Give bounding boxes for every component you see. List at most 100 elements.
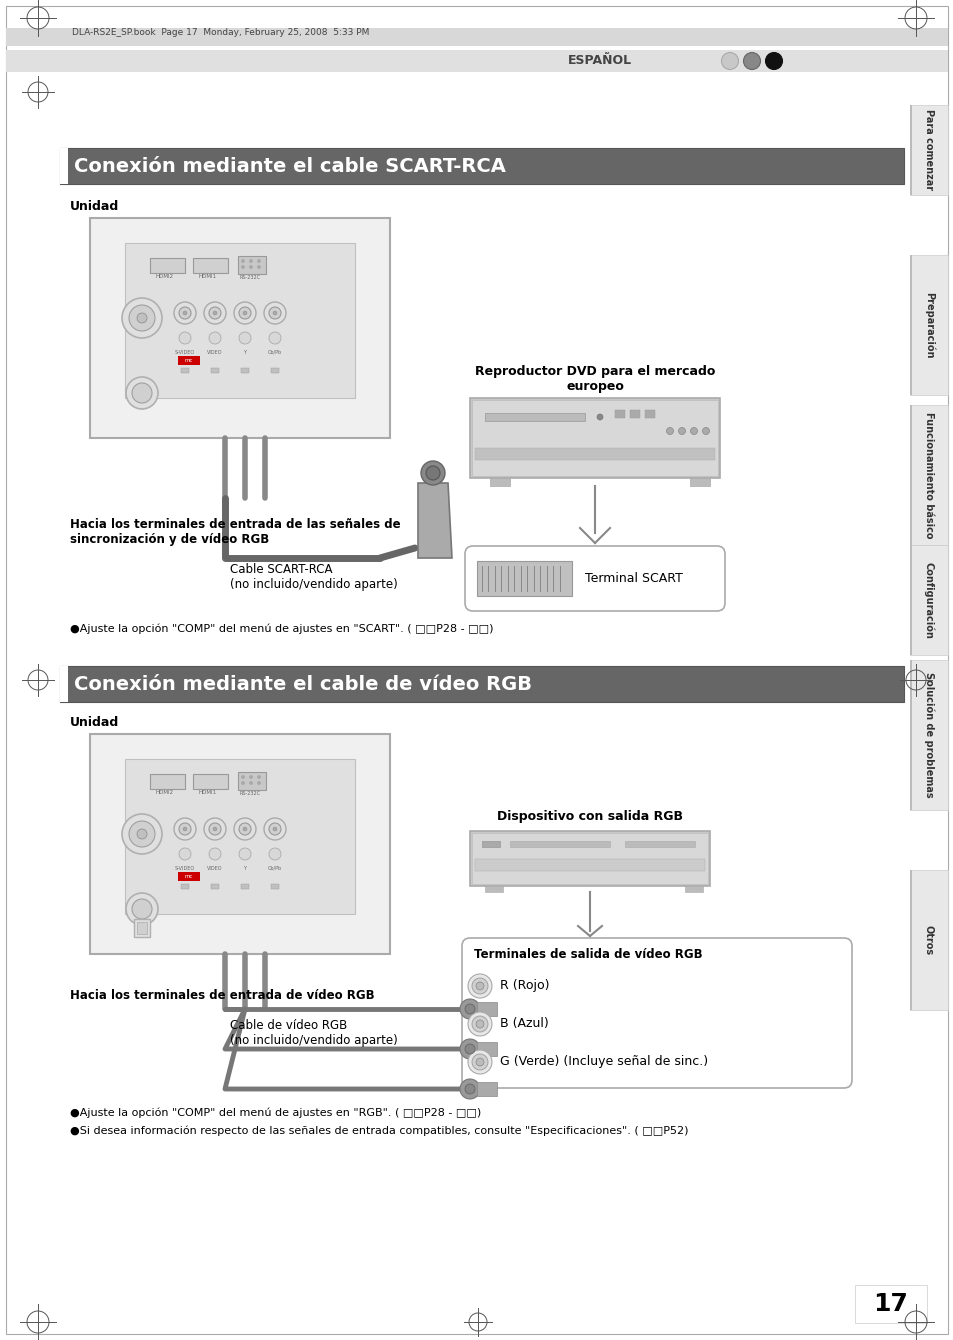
Bar xyxy=(211,369,219,373)
Circle shape xyxy=(122,297,162,338)
Bar xyxy=(909,105,947,196)
Circle shape xyxy=(179,823,191,835)
Bar xyxy=(193,775,228,789)
Bar xyxy=(181,369,189,373)
Bar xyxy=(193,259,228,273)
Text: ●Ajuste la opción "COMP" del menú de ajustes en "RGB". ( □□P28 - □□): ●Ajuste la opción "COMP" del menú de aju… xyxy=(70,1108,480,1119)
Circle shape xyxy=(269,307,281,319)
Circle shape xyxy=(678,427,685,434)
Circle shape xyxy=(464,1084,475,1093)
Text: Preparación: Preparación xyxy=(923,292,933,358)
Bar xyxy=(909,661,911,809)
Circle shape xyxy=(129,821,154,847)
Text: Terminal SCART: Terminal SCART xyxy=(584,571,682,584)
Bar xyxy=(854,1285,926,1323)
Bar xyxy=(178,356,200,364)
Text: S-VIDEO: S-VIDEO xyxy=(174,866,194,871)
Circle shape xyxy=(209,848,221,860)
Text: Conexión mediante el cable SCART-RCA: Conexión mediante el cable SCART-RCA xyxy=(74,157,505,176)
Bar xyxy=(241,884,249,888)
Circle shape xyxy=(183,311,187,315)
Circle shape xyxy=(243,311,247,315)
Circle shape xyxy=(179,332,191,344)
Bar xyxy=(475,448,714,460)
Circle shape xyxy=(209,332,221,344)
Bar xyxy=(90,218,390,438)
FancyBboxPatch shape xyxy=(464,545,724,611)
Circle shape xyxy=(257,776,260,779)
Circle shape xyxy=(742,52,760,70)
Circle shape xyxy=(173,817,195,840)
Circle shape xyxy=(243,827,247,831)
Circle shape xyxy=(183,827,187,831)
Circle shape xyxy=(690,427,697,434)
Bar xyxy=(490,478,510,486)
FancyBboxPatch shape xyxy=(461,938,851,1088)
Bar xyxy=(150,259,185,273)
Bar xyxy=(133,919,150,937)
Text: HDMI1: HDMI1 xyxy=(199,791,217,795)
Circle shape xyxy=(126,892,158,925)
Text: mc: mc xyxy=(185,358,193,363)
Text: Cable de vídeo RGB
(no incluido/vendido aparte): Cable de vídeo RGB (no incluido/vendido … xyxy=(230,1018,397,1047)
Circle shape xyxy=(209,307,221,319)
Bar xyxy=(178,872,200,880)
Circle shape xyxy=(426,466,439,480)
Bar xyxy=(271,884,278,888)
Text: ●Ajuste la opción "COMP" del menú de ajustes en "SCART". ( □□P28 - □□): ●Ajuste la opción "COMP" del menú de aju… xyxy=(70,623,493,634)
Text: RS-232C: RS-232C xyxy=(239,275,260,280)
Circle shape xyxy=(241,265,244,268)
Text: Hacia los terminales de entrada de las señales de
sincronización y de vídeo RGB: Hacia los terminales de entrada de las s… xyxy=(70,519,400,545)
Circle shape xyxy=(269,848,281,860)
Bar xyxy=(484,886,502,892)
Text: Unidad: Unidad xyxy=(70,716,119,729)
Bar xyxy=(470,831,709,886)
Circle shape xyxy=(129,306,154,331)
Text: B (Azul): B (Azul) xyxy=(499,1017,548,1030)
Bar xyxy=(909,870,911,1010)
Circle shape xyxy=(239,823,251,835)
Text: Cable SCART-RCA
(no incluido/vendido aparte): Cable SCART-RCA (no incluido/vendido apa… xyxy=(230,563,397,591)
Circle shape xyxy=(132,383,152,403)
Bar xyxy=(909,255,947,395)
Circle shape xyxy=(241,776,244,779)
Bar xyxy=(707,50,947,72)
Bar xyxy=(476,561,572,596)
Text: HDMI2: HDMI2 xyxy=(155,791,173,795)
Text: Funcionamiento básico: Funcionamiento básico xyxy=(923,411,933,539)
Circle shape xyxy=(476,982,483,990)
Bar xyxy=(476,1043,497,1056)
Circle shape xyxy=(269,332,281,344)
Bar xyxy=(237,772,266,791)
Text: Para comenzar: Para comenzar xyxy=(923,110,933,190)
Circle shape xyxy=(239,848,251,860)
Bar xyxy=(211,884,219,888)
Text: Configuración: Configuración xyxy=(923,561,933,638)
Bar xyxy=(137,922,147,934)
Circle shape xyxy=(233,302,255,324)
Circle shape xyxy=(273,827,276,831)
Bar xyxy=(510,842,609,847)
Text: HDMI2: HDMI2 xyxy=(155,273,173,279)
Bar xyxy=(181,884,189,888)
Bar xyxy=(470,398,720,478)
Circle shape xyxy=(459,1000,479,1018)
Circle shape xyxy=(420,461,444,485)
Circle shape xyxy=(476,1059,483,1067)
Circle shape xyxy=(233,817,255,840)
Bar xyxy=(90,734,390,954)
Bar xyxy=(615,410,624,418)
Bar xyxy=(624,842,695,847)
Circle shape xyxy=(666,427,673,434)
Text: R (Rojo): R (Rojo) xyxy=(499,980,549,993)
Bar xyxy=(909,870,947,1010)
Text: ESPAÑOL: ESPAÑOL xyxy=(567,55,632,67)
Circle shape xyxy=(126,377,158,409)
Text: Cb/Pb: Cb/Pb xyxy=(268,350,282,355)
Circle shape xyxy=(264,302,286,324)
Bar xyxy=(60,147,903,184)
Bar xyxy=(476,1081,497,1096)
Circle shape xyxy=(250,776,253,779)
Bar xyxy=(644,410,655,418)
Circle shape xyxy=(122,813,162,854)
